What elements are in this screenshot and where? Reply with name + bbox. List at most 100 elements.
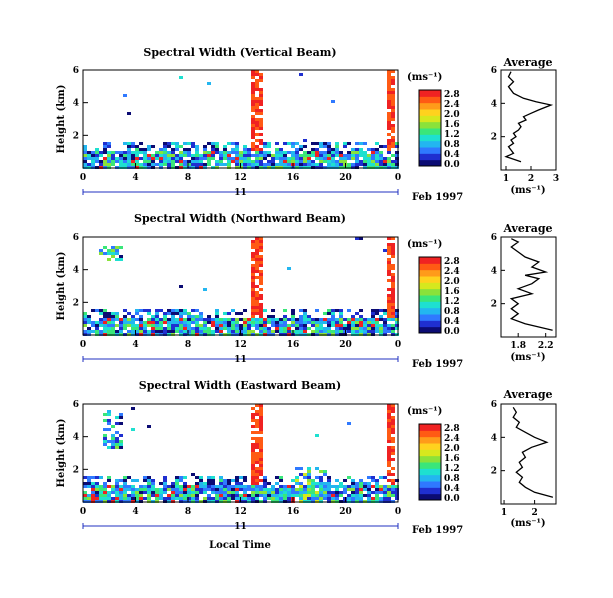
heatmap-cell (367, 491, 371, 494)
average-y-tick-label: 6 (491, 66, 497, 76)
heatmap-cell (387, 127, 391, 130)
heatmap-cell (271, 494, 275, 497)
heatmap-cell (103, 163, 107, 166)
heatmap-cell (223, 312, 227, 315)
heatmap-cell (107, 413, 111, 416)
colorbar-swatch (419, 140, 441, 148)
heatmap-cell (323, 160, 327, 163)
heatmap-cell (271, 309, 275, 312)
heatmap-cell (119, 485, 123, 488)
heatmap-cell (251, 324, 255, 327)
heatmap-cell (187, 163, 191, 166)
heatmap-cell (115, 491, 119, 494)
heatmap-cell (375, 321, 379, 324)
heatmap-cell (395, 309, 399, 312)
heatmap-cell (259, 246, 263, 249)
heatmap-cell (275, 330, 279, 333)
heatmap-cell (99, 497, 103, 500)
heatmap-cell (251, 309, 255, 312)
heatmap-cell (151, 154, 155, 157)
heatmap-cell (391, 422, 395, 425)
heatmap-cell (195, 324, 199, 327)
heatmap-cell (351, 482, 355, 485)
heatmap-cell (195, 309, 199, 312)
heatmap-cell (255, 139, 259, 142)
heatmap-cell (251, 458, 255, 461)
colorbar-swatch (419, 424, 441, 431)
heatmap-cell (111, 488, 115, 491)
heatmap-cell (387, 449, 391, 452)
heatmap-cell (291, 151, 295, 154)
colorbar-swatch (419, 455, 441, 463)
heatmap-cell (387, 133, 391, 136)
heatmap-cell (315, 157, 319, 160)
heatmap-cell (263, 157, 267, 160)
heatmap-cell (179, 318, 183, 321)
heatmap-cell (231, 321, 235, 324)
heatmap-cell (387, 413, 391, 416)
heatmap-cell (175, 154, 179, 157)
heatmap-cell (375, 151, 379, 154)
heatmap-cell (199, 315, 203, 318)
heatmap-cell (287, 151, 291, 154)
heatmap-cell (219, 476, 223, 479)
heatmap-cell (303, 160, 307, 163)
heatmap-cell (171, 494, 175, 497)
heatmap-cell (83, 482, 87, 485)
heatmap-cell (247, 494, 251, 497)
heatmap-cell (111, 160, 115, 163)
heatmap-cell (395, 327, 399, 330)
heatmap-cell (259, 91, 263, 94)
heatmap-cell (391, 267, 395, 270)
heatmap-cell (291, 491, 295, 494)
heatmap-cell (135, 491, 139, 494)
heatmap-cell (107, 321, 111, 324)
heatmap-cell (347, 330, 351, 333)
heatmap-cell (103, 148, 107, 151)
heatmap-cell (163, 327, 167, 330)
heatmap-cell (99, 318, 103, 321)
heatmap-cell (127, 497, 131, 500)
heatmap-cell (255, 85, 259, 88)
heatmap-cell (147, 318, 151, 321)
heatmap-cell (251, 473, 255, 476)
heatmap-cell (243, 148, 247, 151)
heatmap-cell (387, 264, 391, 267)
heatmap-cell (335, 321, 339, 324)
heatmap-cell (375, 497, 379, 500)
heatmap-cell (139, 491, 143, 494)
heatmap-cell (115, 330, 119, 333)
heatmap-cell (111, 324, 115, 327)
heatmap-cell (131, 321, 135, 324)
heatmap-cell (151, 324, 155, 327)
heatmap-cell (215, 163, 219, 166)
heatmap-cell (259, 276, 263, 279)
heatmap-cell (139, 497, 143, 500)
heatmap-cell (295, 148, 299, 151)
heatmap-cell (263, 491, 267, 494)
heatmap-cell (263, 145, 267, 148)
heatmap-cell (335, 154, 339, 157)
heatmap-cell (379, 157, 383, 160)
heatmap-cell (391, 285, 395, 288)
heatmap-cell (323, 157, 327, 160)
heatmap-cell (171, 312, 175, 315)
heatmap-cell (99, 249, 103, 252)
heatmap-cell (175, 485, 179, 488)
heatmap-cell (259, 154, 263, 157)
heatmap-cell (159, 154, 163, 157)
heatmap-cell (387, 270, 391, 273)
heatmap-cell (275, 142, 279, 145)
heatmap-cell (227, 491, 231, 494)
heatmap-cell (195, 154, 199, 157)
heatmap-cell (271, 324, 275, 327)
heatmap-cell (327, 309, 331, 312)
heatmap-cell (95, 327, 99, 330)
heatmap-cell (339, 491, 343, 494)
heatmap-cell (251, 136, 255, 139)
heatmap-cell (391, 300, 395, 303)
heatmap-cell (203, 488, 207, 491)
heatmap-cell (395, 321, 399, 324)
heatmap-cell (147, 485, 151, 488)
heatmap-cell (351, 497, 355, 500)
